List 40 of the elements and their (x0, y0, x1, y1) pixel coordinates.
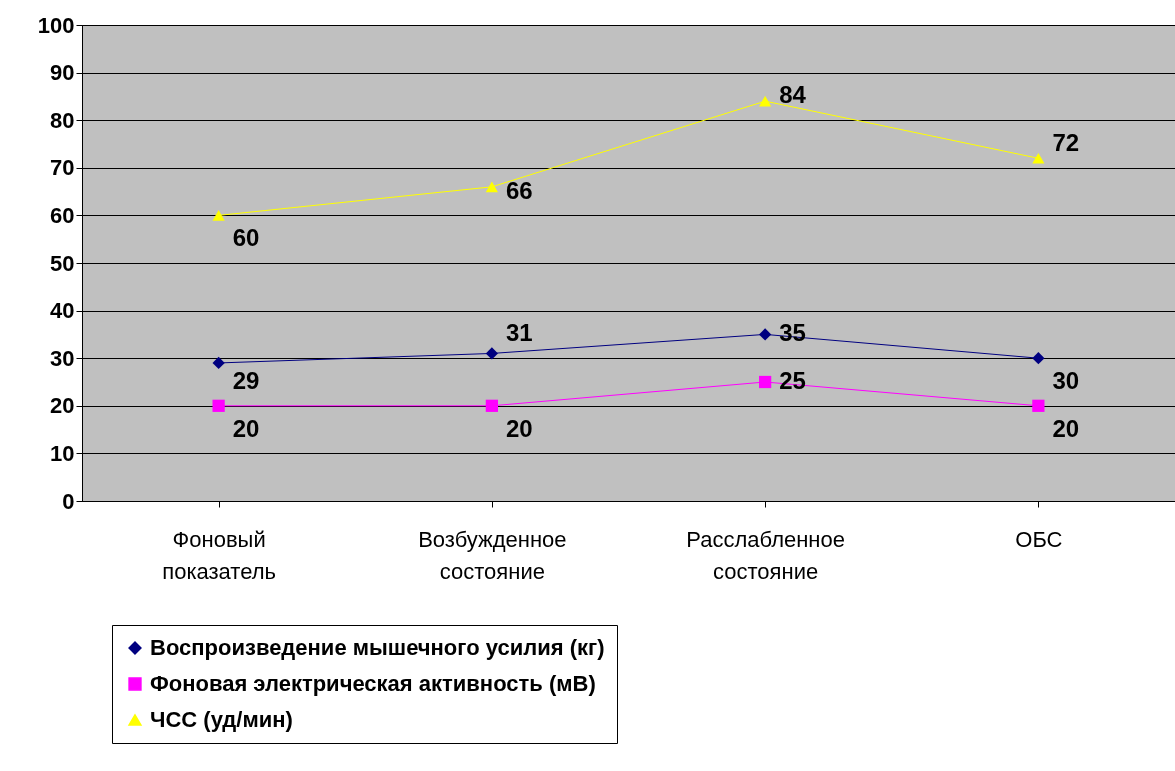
y-tick-label: 80 (50, 107, 75, 133)
x-tick-label: Фоновый показатель (162, 526, 276, 584)
y-tick-label: 100 (37, 12, 75, 38)
data-label: 60 (232, 224, 260, 252)
y-tick-label: 10 (50, 440, 75, 466)
x-tick-label: Расслабленное состояние (686, 526, 845, 584)
point (1032, 399, 1045, 412)
data-label: 72 (1052, 129, 1080, 156)
data-label: 20 (232, 414, 260, 442)
y-tick-label: 60 (50, 202, 75, 228)
data-label: 66 (505, 176, 533, 204)
data-label: 20 (505, 414, 533, 442)
y-tick-label: 50 (50, 250, 75, 276)
point (759, 95, 772, 107)
legend-label: ЧСС (уд/мин) (150, 707, 293, 732)
point (1032, 152, 1045, 164)
data-label: 30 (1052, 367, 1080, 394)
x-tick-label: Возбужденное состояние (418, 526, 567, 584)
point (485, 399, 498, 412)
point (1032, 352, 1045, 365)
y-tick-label: 20 (50, 393, 75, 419)
point (485, 181, 498, 193)
x-tick-label: ОБС (1015, 526, 1063, 552)
y-tick-label: 90 (50, 60, 75, 86)
point (485, 347, 498, 360)
y-tick-label: 0 (62, 488, 75, 514)
y-tick-label: 40 (50, 298, 75, 324)
data-label: 29 (232, 367, 260, 394)
point (212, 356, 225, 370)
point (212, 210, 225, 221)
y-tick-label: 30 (50, 345, 75, 371)
data-label: 31 (505, 319, 533, 347)
point (759, 328, 772, 341)
data-label: 20 (1052, 414, 1080, 442)
legend-label: Фоновая электрическая активность (мВ) (150, 671, 596, 696)
legend-label: Воспроизведение мышечного усилия (кг) (150, 635, 605, 660)
point (212, 399, 225, 412)
point (759, 375, 772, 389)
data-label: 84 (779, 81, 807, 109)
y-tick-label: 70 (50, 155, 75, 181)
